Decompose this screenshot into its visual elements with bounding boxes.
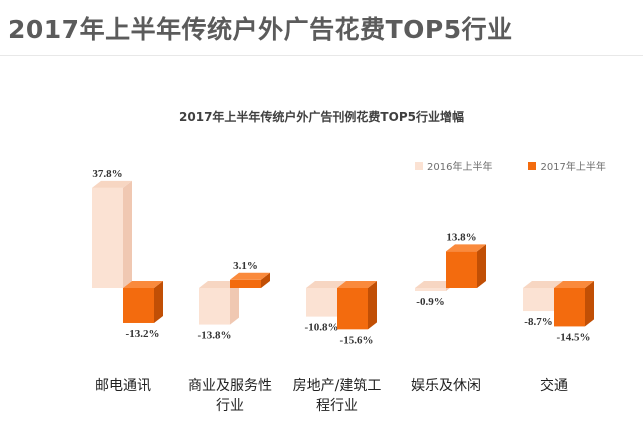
category-label-2-1: 程行业 (316, 398, 358, 414)
page-title: 2017年上半年传统户外广告花费TOP5行业 (8, 15, 513, 44)
data-label-2017-1: 3.1% (233, 260, 258, 272)
bar-2016-0 (92, 180, 132, 288)
category-label-4-0: 交通 (540, 377, 568, 394)
chart-title: 2017年上半年传统户外广告刊例花费TOP5行业增幅 (179, 110, 464, 124)
legend-swatch-2016 (415, 161, 423, 170)
bar-2017-2 (337, 281, 377, 330)
category-label-1-1: 行业 (216, 398, 244, 414)
category-label-2-0: 房地产/建筑工 (293, 378, 382, 394)
data-label-2016-2: -10.8% (305, 322, 339, 334)
data-label-2016-3: -0.9% (416, 296, 444, 308)
chart-legend: 2016年上半年 2017年上半年 (415, 158, 642, 173)
data-label-2017-4: -14.5% (557, 331, 591, 343)
legend-label-2016: 2016年上半年 (427, 162, 493, 173)
title-divider (0, 55, 643, 56)
bar-2017-4 (554, 281, 594, 327)
legend-label-2017: 2017年上半年 (540, 162, 606, 173)
legend-swatch-2017 (528, 161, 537, 170)
data-label-2017-2: -15.6% (340, 334, 374, 346)
data-label-2017-0: -13.2% (126, 328, 160, 340)
category-label-3-0: 娱乐及休闲 (411, 378, 481, 394)
legend-item-2016: 2016年上半年 (415, 158, 492, 173)
bar-2016-1 (199, 281, 239, 325)
legend-item-2017: 2017年上半年 (528, 158, 606, 173)
bar-2017-0 (123, 281, 163, 323)
bar-2017-1 (230, 272, 270, 288)
category-label-1-0: 商业及服务性 (188, 378, 272, 394)
data-label-2016-0: 37.8% (92, 168, 122, 180)
bar-2017-3 (446, 244, 486, 288)
category-label-0-0: 邮电通讯 (95, 378, 151, 394)
data-label-2017-3: 13.8% (446, 231, 476, 243)
data-label-2016-4: -8.7% (524, 316, 552, 328)
data-label-2016-1: -13.8% (198, 330, 232, 342)
